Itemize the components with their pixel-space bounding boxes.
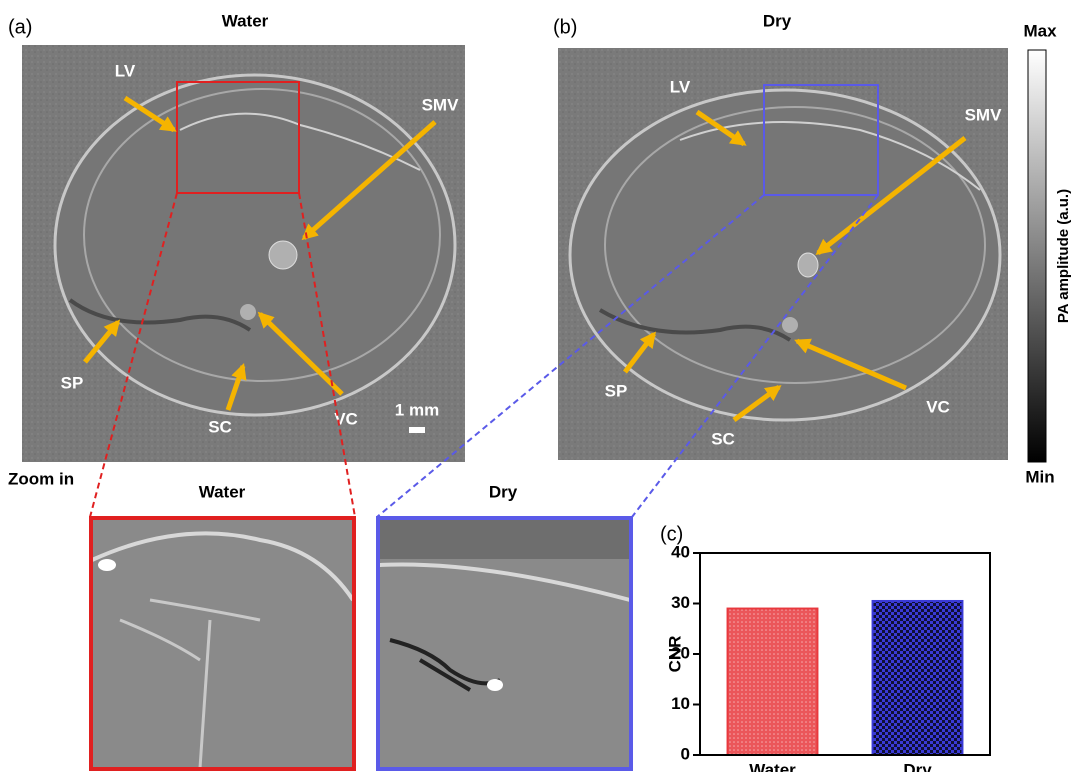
annotation: SMV xyxy=(965,105,1003,124)
zoom-line xyxy=(89,192,178,518)
arrow xyxy=(794,338,907,391)
zoom-water xyxy=(91,519,355,769)
bar-chart: 0 10 20 30 40 Water Dry xyxy=(671,542,991,777)
colorbar xyxy=(1027,49,1047,463)
zoom-title: Water xyxy=(199,482,246,501)
annotation: SMV xyxy=(422,95,460,114)
zoom-dry xyxy=(378,519,631,768)
annotation: SC xyxy=(711,429,735,448)
roi-box xyxy=(176,81,300,194)
image-dry xyxy=(558,48,1008,460)
annotation: VC xyxy=(926,397,950,416)
bar xyxy=(726,607,819,756)
image-water xyxy=(22,45,465,462)
zoom-frame xyxy=(89,516,356,771)
arrow xyxy=(695,109,747,147)
panel-title: Water xyxy=(222,11,269,30)
arrow xyxy=(123,95,177,133)
colorbar-max: Max xyxy=(1023,21,1057,40)
arrow xyxy=(732,384,782,423)
arrow xyxy=(83,319,121,364)
plot-frame xyxy=(699,552,991,756)
panel-label: (b) xyxy=(553,16,577,38)
panel-label: (c) xyxy=(660,523,683,545)
y-axis-label: CNR xyxy=(665,636,684,673)
zoom-line xyxy=(631,194,879,518)
arrow xyxy=(623,331,656,374)
y-tick-label: 0 xyxy=(681,744,690,763)
annotation: LV xyxy=(115,61,136,80)
y-tick-label: 30 xyxy=(671,593,690,612)
panel-title: Dry xyxy=(763,11,792,30)
annotation: LV xyxy=(670,77,691,96)
annotation: SC xyxy=(208,417,232,436)
arrow xyxy=(815,136,967,255)
colorbar-label: PA amplitude (a.u.) xyxy=(1055,189,1072,323)
arrow xyxy=(225,362,247,411)
zoom-title: Dry xyxy=(489,482,518,501)
zoom-line xyxy=(298,192,356,518)
arrow xyxy=(257,311,344,396)
zoom-line xyxy=(376,194,765,518)
annotation: SP xyxy=(61,373,84,392)
panel-label: (a) xyxy=(8,16,32,38)
x-tick-label: Water xyxy=(749,760,796,772)
scale-bar xyxy=(409,427,425,433)
arrow xyxy=(301,120,437,241)
zoom-label: Zoom in xyxy=(8,469,74,488)
bar xyxy=(871,599,964,756)
scale-bar-label: 1 mm xyxy=(395,400,439,419)
colorbar-min: Min xyxy=(1025,467,1054,486)
y-tick-label: 40 xyxy=(671,542,690,561)
annotation: SP xyxy=(605,381,628,400)
y-tick-label: 20 xyxy=(671,643,690,662)
y-tick-label: 10 xyxy=(671,694,690,713)
x-tick-label: Dry xyxy=(903,760,932,772)
zoom-frame xyxy=(376,516,633,771)
roi-box xyxy=(763,84,879,196)
annotation: VC xyxy=(334,409,358,428)
